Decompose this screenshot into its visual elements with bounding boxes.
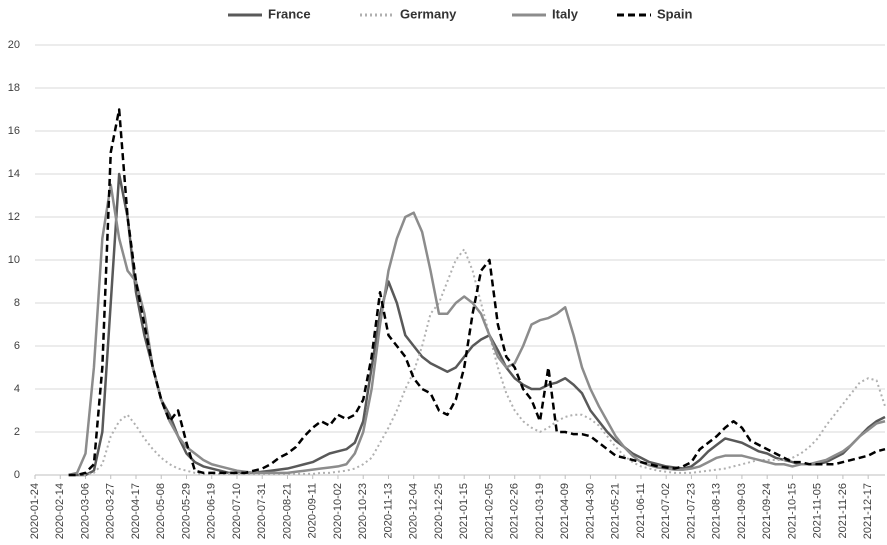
y-tick-label: 0 [14, 469, 20, 481]
x-tick-label: 2020-09-11 [307, 483, 319, 538]
x-tick-label: 2020-04-17 [130, 483, 142, 539]
x-tick-label: 2021-02-26 [509, 483, 521, 539]
x-tick-label: 2020-06-19 [206, 483, 218, 539]
x-tick-label: 2021-07-02 [660, 483, 672, 539]
x-tick-label: 2021-03-19 [534, 483, 546, 539]
legend-label: France [268, 6, 311, 21]
y-tick-label: 14 [8, 168, 20, 180]
y-tick-label: 8 [14, 297, 20, 309]
legend-label: Spain [657, 6, 692, 21]
x-tick-label: 2020-05-08 [155, 483, 167, 539]
x-tick-label: 2021-02-05 [483, 483, 495, 539]
x-tick-label: 2020-07-10 [231, 483, 243, 539]
x-tick-label: 2021-09-03 [736, 483, 748, 539]
x-tick-label: 2020-11-13 [382, 483, 394, 538]
x-tick-label: 2021-05-21 [610, 483, 622, 539]
y-tick-label: 12 [8, 211, 20, 223]
x-tick-label: 2021-12-17 [862, 483, 874, 539]
x-tick-label: 2020-10-23 [357, 483, 369, 539]
y-tick-label: 4 [14, 383, 20, 395]
x-tick-label: 2020-10-02 [332, 483, 344, 539]
legend-label: Italy [552, 6, 579, 21]
y-tick-label: 16 [8, 125, 20, 137]
x-tick-label: 2020-12-04 [408, 483, 420, 539]
x-tick-label: 2021-06-11 [635, 483, 647, 538]
x-tick-label: 2021-11-05 [812, 483, 824, 538]
x-tick-label: 2021-11-26 [837, 483, 849, 538]
x-tick-label: 2021-07-23 [685, 483, 697, 539]
y-tick-label: 18 [8, 82, 20, 94]
series-line [68, 183, 886, 477]
y-tick-label: 20 [8, 39, 20, 51]
x-tick-label: 2020-03-06 [79, 483, 91, 539]
x-tick-label: 2020-02-14 [54, 483, 66, 539]
series-line [68, 172, 886, 477]
series-line [68, 248, 886, 476]
legend-label: Germany [400, 6, 457, 21]
series-line [68, 108, 886, 477]
x-tick-label: 2021-10-15 [786, 483, 798, 539]
x-tick-label: 2021-01-15 [458, 483, 470, 539]
x-tick-label: 2020-05-29 [180, 483, 192, 539]
x-tick-label: 2021-09-24 [761, 483, 773, 539]
x-tick-label: 2020-08-21 [281, 483, 293, 539]
x-tick-label: 2020-03-27 [105, 483, 117, 539]
x-tick-label: 2020-12-25 [433, 483, 445, 539]
y-tick-label: 10 [8, 254, 20, 266]
x-tick-label: 2020-01-24 [29, 483, 41, 539]
y-tick-label: 6 [14, 340, 20, 352]
x-tick-label: 2021-04-30 [584, 483, 596, 539]
x-tick-label: 2020-07-31 [256, 483, 268, 539]
x-tick-label: 2021-04-09 [559, 483, 571, 539]
x-tick-label: 2021-08-13 [711, 483, 723, 539]
y-tick-label: 2 [14, 426, 20, 438]
